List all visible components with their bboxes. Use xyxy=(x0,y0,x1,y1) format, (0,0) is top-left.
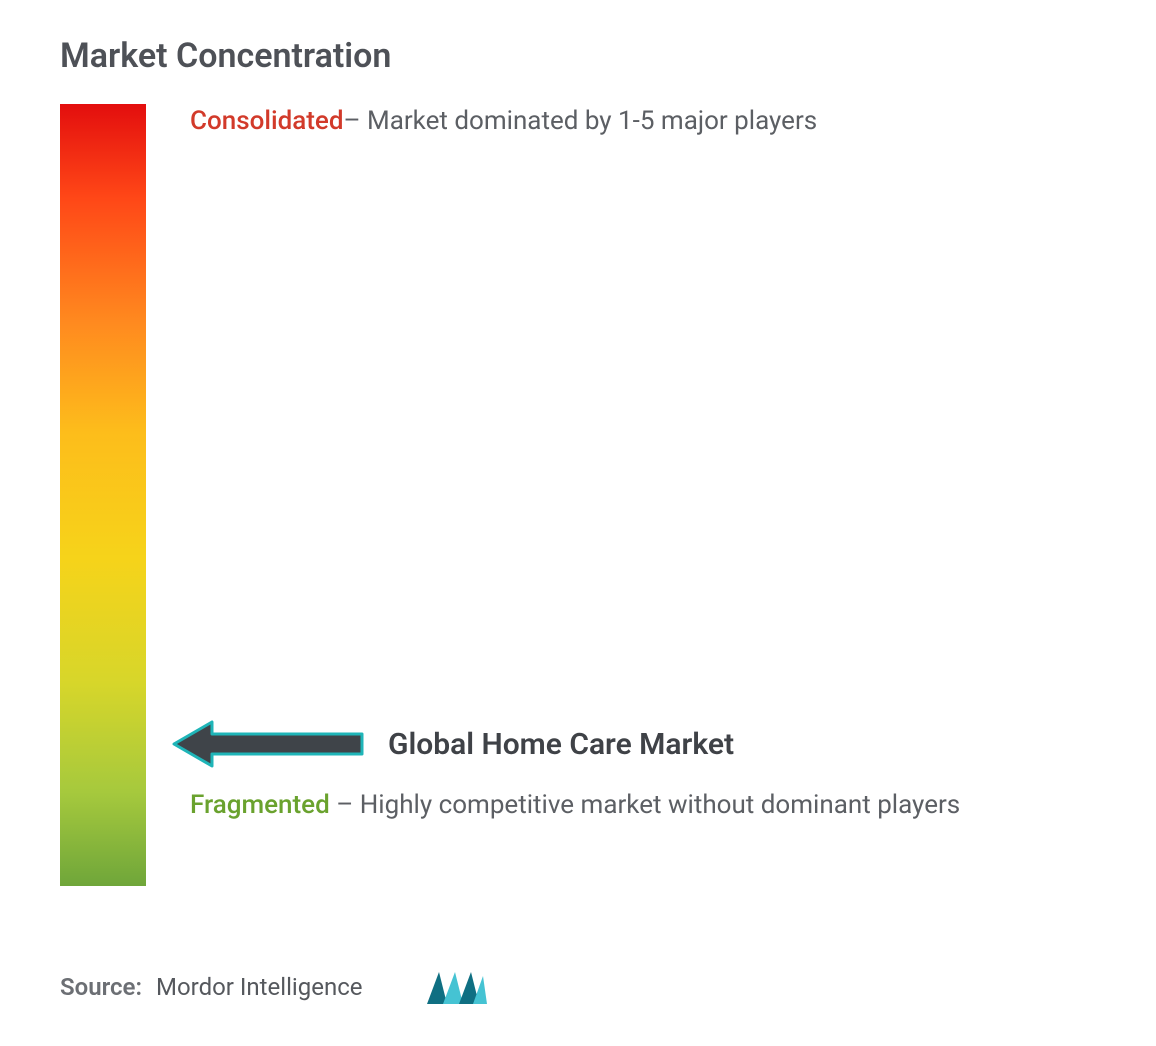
arrow-left-icon xyxy=(172,718,364,770)
labels-column: Consolidated– Market dominated by 1-5 ma… xyxy=(146,104,1096,886)
gradient-column xyxy=(60,104,146,886)
fragmented-label: Fragmented – Highly competitive market w… xyxy=(190,782,1016,829)
page-root: Market Concentration Consolidated– Marke… xyxy=(0,0,1156,1046)
source-footer: Source: Mordor Intelligence xyxy=(60,968,489,1006)
page-title: Market Concentration xyxy=(60,36,1096,76)
market-position-marker: Global Home Care Market xyxy=(172,718,1096,770)
concentration-gradient-bar xyxy=(60,104,146,886)
consolidated-description: – Market dominated by 1-5 major players xyxy=(344,106,818,136)
market-name-label: Global Home Care Market xyxy=(388,727,734,762)
fragmented-description: – Highly competitive market without domi… xyxy=(330,790,960,820)
concentration-chart: Consolidated– Market dominated by 1-5 ma… xyxy=(60,104,1096,886)
source-label: Source: xyxy=(60,973,142,1001)
mordor-logo-icon xyxy=(425,968,489,1006)
consolidated-label: Consolidated– Market dominated by 1-5 ma… xyxy=(190,104,1096,139)
source-name: Mordor Intelligence xyxy=(156,973,362,1001)
consolidated-keyword: Consolidated xyxy=(190,106,344,136)
fragmented-keyword: Fragmented xyxy=(190,790,330,820)
